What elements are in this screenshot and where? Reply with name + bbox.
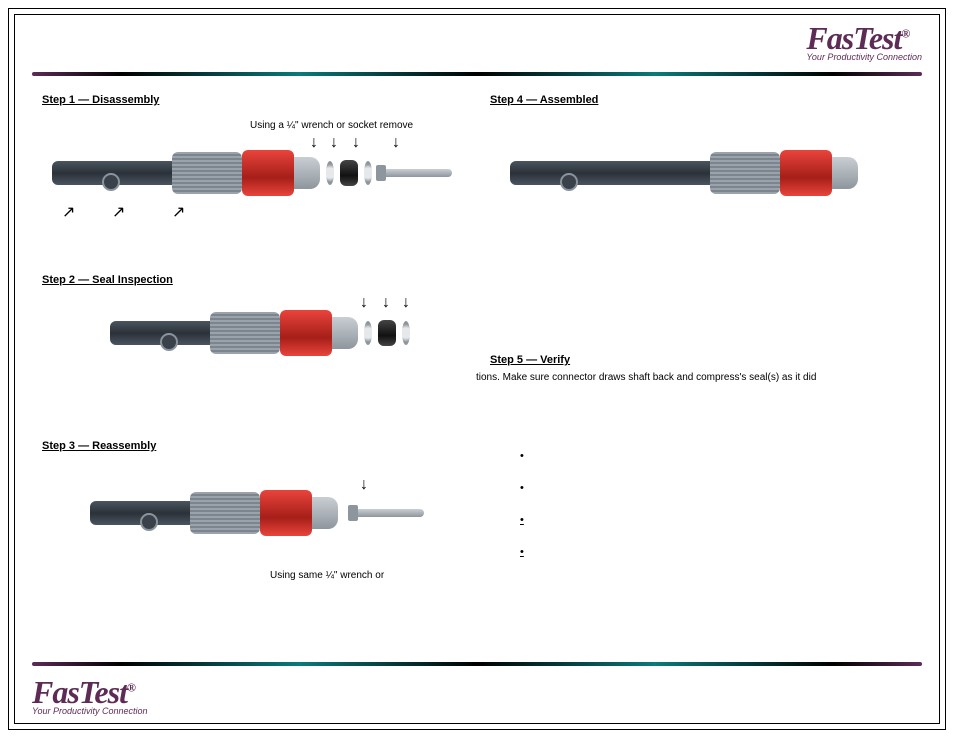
brand-name: FasTest® xyxy=(32,676,148,708)
step-1: Step 1 — Disassembly xyxy=(42,94,452,110)
callout-arrow xyxy=(330,134,338,152)
note-item xyxy=(520,450,532,462)
step-2: Step 2 — Seal Inspection xyxy=(42,274,452,290)
callout-arrow xyxy=(360,476,368,494)
step-5-body: tions. Make sure connector draws shaft b… xyxy=(476,372,926,383)
figure-step-4 xyxy=(510,150,858,196)
note-item xyxy=(520,514,532,526)
brand-tagline: Your Productivity Connection xyxy=(32,706,148,716)
callout-arrow xyxy=(172,202,185,222)
brand-tagline: Your Productivity Connection xyxy=(806,52,922,62)
step-1-title: Step 1 — Disassembly xyxy=(42,94,452,106)
step-2-title: Step 2 — Seal Inspection xyxy=(42,274,452,286)
callout-arrow xyxy=(402,294,410,312)
callout-arrow xyxy=(112,202,125,222)
step-4-title: Step 4 — Assembled xyxy=(490,94,910,106)
step-5-title: Step 5 — Verify xyxy=(490,354,920,366)
callout-arrow xyxy=(360,294,368,312)
brand-logo-top: FasTest® Your Productivity Connection xyxy=(806,22,922,62)
step-1-body: Using a ¼" wrench or socket remove xyxy=(250,120,470,131)
callout-arrow xyxy=(392,134,400,152)
callout-arrow xyxy=(62,202,75,222)
step-3-body: Using same ¼" wrench or xyxy=(270,570,470,581)
callout-arrow xyxy=(352,134,360,152)
notes-list xyxy=(520,450,532,578)
divider-bottom xyxy=(32,662,922,666)
callout-arrow xyxy=(382,294,390,312)
step-3-title: Step 3 — Reassembly xyxy=(42,440,452,452)
step-3: Step 3 — Reassembly xyxy=(42,440,452,456)
divider-top xyxy=(32,72,922,76)
figure-step-1 xyxy=(52,150,452,196)
step-4: Step 4 — Assembled xyxy=(490,94,910,110)
callout-arrow xyxy=(310,134,318,152)
note-item xyxy=(520,546,532,558)
figure-step-3 xyxy=(90,490,424,536)
brand-logo-bottom: FasTest® Your Productivity Connection xyxy=(32,676,148,716)
note-item xyxy=(520,482,532,494)
figure-step-2 xyxy=(110,310,410,356)
step-5: Step 5 — Verify xyxy=(490,354,920,370)
brand-name: FasTest® xyxy=(806,22,922,54)
